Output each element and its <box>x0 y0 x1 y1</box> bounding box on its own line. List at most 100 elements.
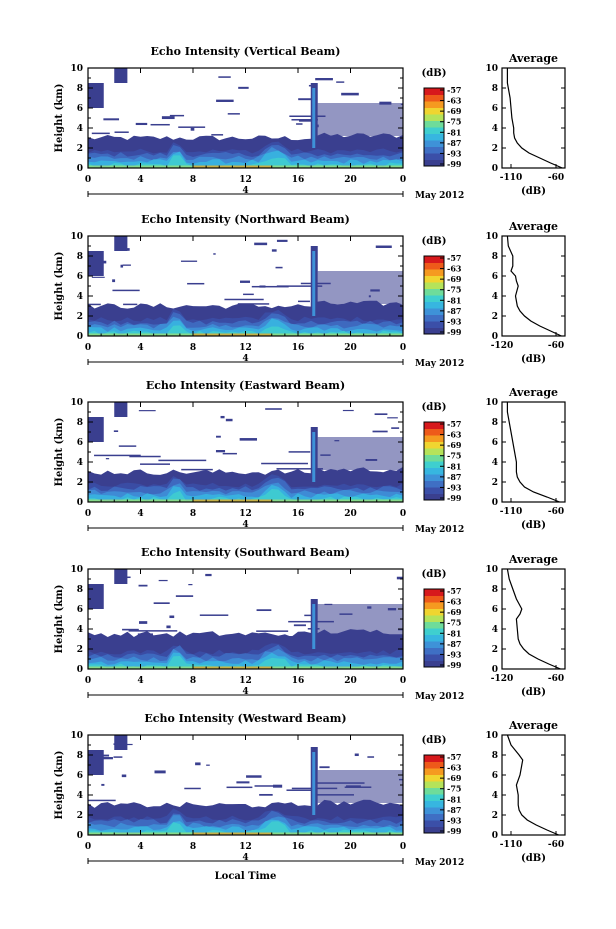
mid-echo-streak <box>276 468 323 470</box>
colorbar-tick-label: -81 <box>447 461 461 471</box>
upper-echo-patch <box>180 260 198 262</box>
echo-band <box>88 318 403 336</box>
upper-echo-patch <box>139 621 148 624</box>
colorbar-swatch <box>424 435 444 442</box>
average-y-tick-label: 8 <box>492 585 498 595</box>
date-label: May 2012 <box>415 692 464 702</box>
upper-echo-patch <box>166 625 171 629</box>
mid-echo-streak <box>289 636 307 638</box>
mid-echo-streak <box>291 119 318 121</box>
colorbar-tick-label: -63 <box>447 763 462 773</box>
colorbar-swatch <box>424 422 444 429</box>
colorbar-tick-label: -69 <box>447 274 462 284</box>
upper-echo-patch <box>153 602 170 604</box>
upper-echo-patch <box>265 408 282 410</box>
colorbar-tick-label: -75 <box>447 618 461 628</box>
average-profile-line <box>506 568 561 670</box>
beam-panel-3: Echo Intensity (Eastward Beam) 0 2 4 6 8 10 0 4 8… <box>54 379 566 535</box>
beam-panel-2: Echo Intensity (Northward Beam) 0 2 4 6 8 10 0 4… <box>54 213 566 369</box>
colorbar-swatch <box>424 774 444 782</box>
colorbar-tick-label: -99 <box>447 327 462 337</box>
day-label: 4 <box>242 520 248 530</box>
x-tick-label: 12 <box>239 842 252 852</box>
upper-echo-patch <box>206 764 210 766</box>
average-x-label: (dB) <box>521 687 546 698</box>
upper-echo-patch <box>122 264 131 266</box>
colorbar-swatch <box>424 654 444 661</box>
colorbar-swatch <box>424 634 444 642</box>
colorbar-swatch <box>424 448 444 455</box>
average-y-tick-label: 0 <box>492 831 498 841</box>
average-y-tick-label: 10 <box>485 731 498 741</box>
colorbar-tick-label: -69 <box>447 773 462 783</box>
colorbar-tick-label: -69 <box>447 607 462 617</box>
colorbar-tick-label: -75 <box>447 117 461 127</box>
colorbar-unit: (dB) <box>422 402 447 413</box>
x-tick-label: 4 <box>137 842 143 852</box>
mid-echo-streak <box>288 451 311 453</box>
mid-echo-streak <box>258 636 287 639</box>
average-y-tick-label: 10 <box>485 565 498 575</box>
average-y-tick-label: 6 <box>492 438 498 448</box>
date-label: May 2012 <box>415 525 464 535</box>
average-y-tick-label: 2 <box>492 478 498 488</box>
mid-echo-streak <box>276 285 323 287</box>
average-x-tick-label: -60 <box>548 341 564 351</box>
upper-echo-patch <box>341 92 359 96</box>
mid-echo-streak <box>88 799 116 802</box>
colorbar-tick-label: -93 <box>447 649 462 659</box>
upper-echo-patch <box>372 430 388 433</box>
upper-echo-patch <box>319 766 330 769</box>
colorbar-swatch <box>424 755 444 762</box>
echo-band <box>88 821 403 835</box>
average-x-tick-label: -60 <box>548 674 564 684</box>
mid-echo-streak <box>128 630 178 632</box>
upper-echo-patch <box>354 753 359 757</box>
upper-echo-patch <box>114 236 128 251</box>
mid-echo-streak <box>304 614 316 617</box>
average-profile-line <box>506 734 559 836</box>
upper-echo-patch <box>114 68 128 83</box>
panel-title: Echo Intensity (Northward Beam) <box>141 213 350 226</box>
colorbar-swatch <box>424 314 444 322</box>
colorbar-swatch <box>424 153 444 160</box>
average-y-tick-label: 2 <box>492 645 498 655</box>
x-tick-label: 0 <box>400 676 406 686</box>
y-tick-label: 0 <box>77 332 83 342</box>
colorbar-swatch <box>424 288 444 296</box>
echo-heatmap <box>88 68 403 168</box>
upper-echo-patch <box>296 123 303 125</box>
x-tick-label: 16 <box>292 676 305 686</box>
colorbar-swatch <box>424 428 444 436</box>
x-tick-label: 8 <box>190 509 196 519</box>
mid-echo-streak <box>224 298 264 301</box>
colorbar-swatch <box>424 120 444 128</box>
evening-echo <box>317 103 403 136</box>
average-y-tick-label: 8 <box>492 418 498 428</box>
colorbar-swatch <box>424 615 444 622</box>
colorbar-swatch <box>424 474 444 481</box>
average-frame <box>501 401 566 503</box>
x-tick-label: 12 <box>239 175 252 185</box>
average-y-tick-label: 0 <box>492 498 498 508</box>
colorbar-swatch <box>424 800 444 808</box>
upper-echo-patch <box>158 579 168 582</box>
average-y-tick-label: 8 <box>492 751 498 761</box>
y-tick-label: 0 <box>77 164 83 174</box>
y-tick-label: 2 <box>77 811 83 821</box>
colorbar-swatch <box>424 88 444 95</box>
upper-echo-patch <box>121 774 127 778</box>
x-tick-label: 0 <box>85 676 91 686</box>
average-profile-line <box>506 235 562 337</box>
upper-echo-patch <box>220 415 225 419</box>
y-axis-label: Height (km) <box>54 418 65 487</box>
average-x-tick-label: -120 <box>491 341 514 351</box>
upper-echo-patch <box>256 609 272 612</box>
y-tick-label: 6 <box>77 438 83 448</box>
colorbar-swatch <box>424 487 444 494</box>
date-label: May 2012 <box>415 858 464 868</box>
upper-echo-patch <box>112 279 116 283</box>
colorbar-tick-label: -87 <box>447 306 461 316</box>
colorbar-swatch <box>424 140 444 147</box>
y-tick-label: 8 <box>77 84 83 94</box>
